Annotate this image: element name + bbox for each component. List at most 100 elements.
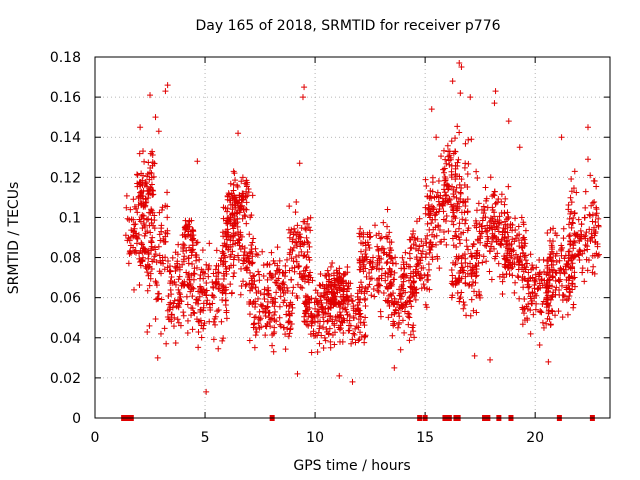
- data-point: [424, 193, 431, 200]
- data-point: [430, 204, 437, 211]
- data-point: [496, 213, 503, 220]
- data-point: [282, 346, 289, 353]
- data-point: [405, 277, 412, 284]
- data-point: [476, 221, 483, 228]
- data-point: [546, 276, 553, 283]
- data-point: [375, 281, 382, 288]
- data-point: [297, 270, 304, 277]
- data-point: [300, 253, 307, 260]
- data-point: [456, 295, 463, 302]
- data-point: [185, 260, 192, 267]
- data-point: [336, 326, 343, 333]
- data-point: [438, 238, 445, 245]
- data-point: [558, 134, 565, 141]
- data-point: [232, 177, 239, 184]
- data-point: [320, 318, 327, 325]
- data-point: [470, 264, 477, 271]
- data-point: [306, 243, 313, 250]
- data-point: [584, 267, 591, 274]
- data-point: [571, 230, 578, 237]
- data-point: [516, 295, 523, 302]
- data-point: [519, 321, 526, 328]
- data-point: [396, 313, 403, 320]
- data-point: [244, 192, 251, 199]
- data-point: [591, 224, 598, 231]
- data-point: [571, 269, 578, 276]
- data-point: [558, 266, 565, 273]
- data-point: [544, 297, 551, 304]
- data-point: [302, 308, 309, 315]
- data-point: [578, 220, 585, 227]
- data-point: [384, 273, 391, 280]
- data-point: [139, 225, 146, 232]
- data-point: [579, 269, 586, 276]
- data-point: [296, 263, 303, 270]
- data-point: [464, 170, 471, 177]
- data-point: [212, 280, 219, 287]
- data-point: [286, 302, 293, 309]
- data-point: [248, 212, 255, 219]
- data-point: [169, 254, 176, 261]
- data-point: [308, 295, 315, 302]
- data-point: [132, 221, 139, 228]
- data-point: [358, 231, 365, 238]
- data-point: [123, 192, 130, 199]
- plot-frame: [94, 56, 611, 419]
- data-point: [486, 219, 493, 226]
- data-point: [498, 237, 505, 244]
- data-point: [549, 246, 556, 253]
- data-point: [141, 232, 148, 239]
- data-point: [303, 234, 310, 241]
- data-point: [475, 200, 482, 207]
- data-point: [124, 215, 131, 222]
- data-point: [131, 286, 138, 293]
- data-point: [125, 260, 132, 267]
- data-point: [149, 234, 156, 241]
- data-point: [143, 183, 150, 190]
- data-point: [463, 243, 470, 250]
- data-point: [547, 226, 554, 233]
- data-point: [212, 321, 219, 328]
- data-point: [452, 148, 459, 155]
- data-point: [454, 123, 461, 130]
- data-point: [489, 230, 496, 237]
- data-point: [242, 193, 249, 200]
- data-point: [454, 290, 461, 297]
- data-point: [289, 238, 296, 245]
- data-point: [500, 225, 507, 232]
- data-point: [163, 340, 170, 347]
- data-point: [446, 148, 453, 155]
- data-point: [491, 255, 498, 262]
- data-point: [145, 251, 152, 258]
- data-point: [360, 319, 367, 326]
- data-point: [280, 324, 287, 331]
- data-point: [570, 253, 577, 260]
- data-point: [327, 312, 334, 319]
- data-point: [495, 228, 502, 235]
- data-point: [356, 311, 363, 318]
- data-point: [225, 233, 232, 240]
- data-point: [144, 173, 151, 180]
- data-point: [406, 337, 413, 344]
- data-point: [246, 337, 253, 344]
- data-point: [522, 252, 529, 259]
- data-point: [134, 172, 141, 179]
- data-point: [214, 308, 221, 315]
- data-point: [469, 270, 476, 277]
- data-point: [565, 233, 572, 240]
- data-point: [501, 274, 508, 281]
- data-point: [499, 278, 506, 285]
- data-point: [222, 297, 229, 304]
- data-point: [522, 266, 529, 273]
- data-point: [560, 235, 567, 242]
- data-points: [122, 60, 602, 395]
- data-point: [230, 187, 237, 194]
- data-point: [468, 296, 475, 303]
- data-point: [282, 331, 289, 338]
- data-point: [520, 284, 527, 291]
- data-point: [487, 174, 494, 181]
- data-point: [531, 277, 538, 284]
- data-point: [284, 288, 291, 295]
- data-point: [133, 234, 140, 241]
- data-point: [425, 266, 432, 273]
